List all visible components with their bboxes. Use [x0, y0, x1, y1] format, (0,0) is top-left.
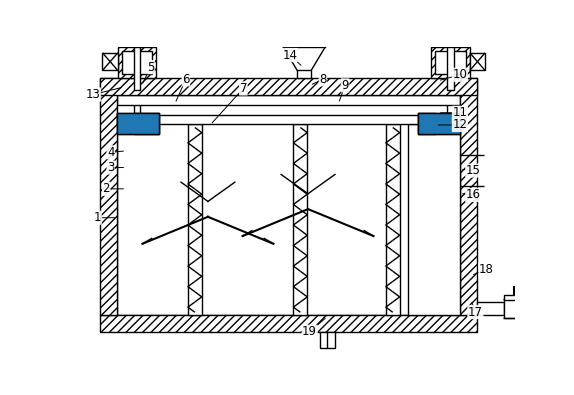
Bar: [293, 124, 307, 315]
Bar: [117, 95, 460, 315]
Text: 17: 17: [468, 305, 483, 318]
Text: 11: 11: [452, 106, 467, 119]
Text: 12: 12: [452, 118, 467, 132]
Bar: [100, 78, 117, 315]
Bar: [505, 299, 523, 318]
Bar: [134, 113, 160, 134]
Bar: [122, 51, 153, 74]
Bar: [117, 113, 160, 134]
Bar: [188, 124, 202, 315]
Bar: [320, 332, 335, 348]
Text: 3: 3: [107, 161, 114, 174]
Bar: [100, 78, 478, 95]
Bar: [418, 113, 460, 134]
Text: 15: 15: [466, 164, 480, 177]
Bar: [297, 70, 311, 78]
Text: 14: 14: [282, 49, 297, 62]
Bar: [435, 51, 466, 74]
Bar: [118, 47, 156, 78]
Bar: [431, 47, 470, 78]
Text: 4: 4: [107, 146, 114, 159]
Text: 7: 7: [239, 82, 247, 95]
Bar: [418, 113, 460, 134]
Bar: [460, 78, 478, 315]
Text: 16: 16: [466, 188, 480, 201]
Text: 6: 6: [182, 73, 189, 86]
Bar: [117, 113, 160, 134]
Text: 2: 2: [103, 182, 110, 196]
Text: 19: 19: [302, 325, 317, 338]
Bar: [100, 315, 478, 332]
Bar: [408, 124, 460, 315]
Text: 10: 10: [452, 68, 467, 81]
Bar: [418, 113, 435, 134]
Text: 5: 5: [147, 61, 154, 74]
Bar: [102, 53, 118, 70]
Bar: [470, 53, 485, 70]
Text: 13: 13: [86, 88, 100, 101]
Bar: [447, 47, 453, 90]
Text: 18: 18: [479, 263, 494, 276]
Bar: [478, 301, 505, 315]
Text: 8: 8: [319, 73, 327, 86]
Text: 9: 9: [342, 79, 349, 92]
Bar: [134, 47, 140, 90]
Bar: [505, 295, 523, 300]
Bar: [386, 124, 400, 315]
Bar: [117, 105, 460, 124]
Text: 1: 1: [94, 211, 101, 224]
